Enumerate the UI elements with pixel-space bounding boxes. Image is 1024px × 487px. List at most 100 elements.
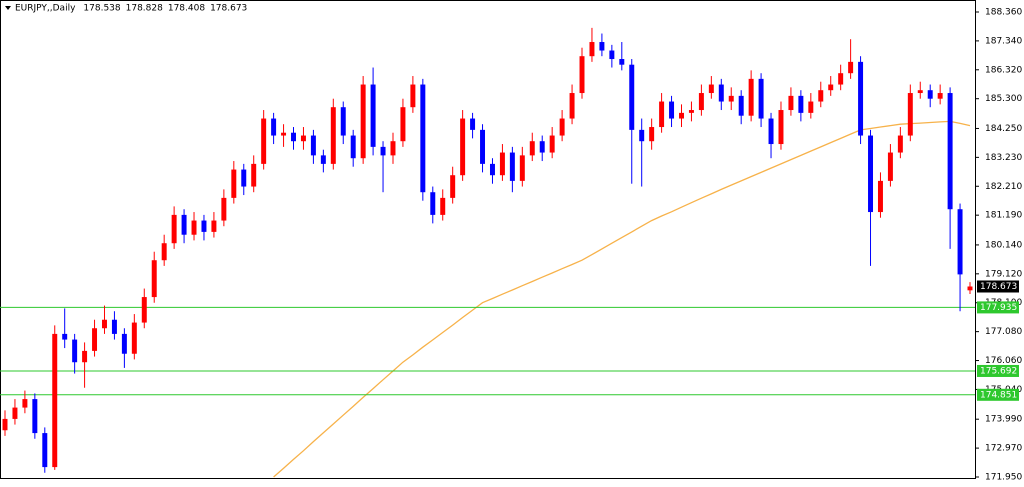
- plot-frame: [0, 0, 976, 479]
- level-label-bg: [977, 388, 1019, 401]
- y-tick-label: 182.210: [985, 182, 1022, 192]
- candle-body: [201, 220, 207, 232]
- candle-body: [868, 135, 874, 213]
- candle-body: [340, 107, 346, 136]
- y-tick-label: 188.360: [985, 7, 1022, 17]
- candle-body: [738, 95, 744, 116]
- candle-body: [669, 101, 675, 119]
- header: EURJPY,,Daily: [5, 4, 76, 14]
- candle-body: [848, 61, 854, 74]
- candle-body: [400, 107, 406, 142]
- candle-body: [440, 197, 446, 215]
- candle-body: [101, 319, 107, 329]
- candle-body: [549, 135, 555, 153]
- candle-body: [818, 90, 824, 102]
- y-tick-label: 184.250: [985, 124, 1022, 134]
- y-tick-label: 177.080: [985, 327, 1022, 337]
- candle-body: [639, 129, 645, 142]
- price-label: 178.673: [980, 282, 1017, 292]
- candle-body: [221, 197, 227, 221]
- candle-body: [688, 110, 694, 113]
- candle-body: [470, 118, 476, 130]
- candle-body: [191, 220, 197, 235]
- candle-body: [181, 214, 187, 235]
- candle-body: [609, 50, 615, 60]
- candle-body: [430, 192, 436, 215]
- candle-body: [92, 328, 98, 351]
- candle-body: [320, 155, 326, 164]
- candle-body: [370, 84, 376, 147]
- candle-body: [480, 129, 486, 164]
- candle-body: [241, 169, 247, 187]
- y-tick-label: 183.230: [985, 153, 1022, 163]
- candle-body: [758, 78, 764, 119]
- candle-body: [679, 112, 684, 119]
- y-tick-label: 187.340: [985, 36, 1022, 46]
- candle-body: [927, 90, 933, 99]
- candle-body: [489, 163, 495, 176]
- candle-body: [460, 118, 466, 176]
- candle-body: [798, 95, 804, 113]
- candle-body: [410, 84, 416, 108]
- candle-body: [529, 141, 535, 156]
- candle-body: [907, 93, 913, 136]
- candle-body: [151, 260, 157, 298]
- candle-body: [838, 73, 844, 85]
- candle-body: [72, 339, 78, 363]
- candle-body: [42, 433, 48, 468]
- candle-body: [450, 175, 456, 198]
- candle-body: [937, 93, 943, 99]
- candle-body: [82, 350, 88, 363]
- candle-body: [768, 118, 774, 145]
- y-tick-label: 172.970: [985, 444, 1022, 454]
- candle-body: [111, 319, 117, 334]
- candle-body: [778, 110, 784, 145]
- candle-body: [121, 333, 127, 354]
- y-tick-label: 173.990: [985, 415, 1022, 425]
- candle-body: [251, 163, 257, 187]
- candle-body: [559, 118, 565, 136]
- header-value: 178.828: [126, 4, 163, 14]
- y-tick-label: 185.300: [985, 94, 1022, 104]
- candle-body: [141, 297, 147, 323]
- candle-body: [211, 220, 217, 232]
- candle-body: [360, 84, 366, 159]
- candle-body: [52, 333, 58, 468]
- y-tick-label: 171.950: [985, 473, 1022, 483]
- candle-body: [32, 399, 38, 434]
- candle-body: [649, 127, 655, 142]
- candle-body: [62, 333, 68, 340]
- candle-body: [718, 84, 724, 102]
- moving-average: [273, 120, 971, 478]
- y-tick-label: 186.320: [985, 65, 1022, 75]
- candle-body: [877, 180, 883, 213]
- candle-body: [539, 141, 545, 153]
- level-label-bg: [977, 301, 1019, 314]
- candle-body: [420, 84, 426, 193]
- candle-body: [350, 135, 356, 159]
- candle-body: [330, 107, 336, 164]
- candle-body: [887, 152, 893, 181]
- candle-body: [171, 214, 177, 244]
- level-label: 177.935: [980, 303, 1017, 313]
- header-value: 178.408: [168, 4, 205, 14]
- candle-body: [161, 243, 167, 261]
- candle-body: [629, 64, 635, 130]
- candle-body: [967, 286, 973, 291]
- candle-body: [12, 407, 18, 419]
- candle-body: [897, 135, 903, 153]
- candle-body: [22, 399, 28, 408]
- price-label-bg: [977, 280, 1019, 293]
- candle-body: [828, 84, 834, 91]
- candle-body: [748, 78, 754, 116]
- candle-body: [131, 322, 137, 354]
- candle-body: [698, 93, 704, 111]
- candle-body: [917, 90, 923, 94]
- level-label-bg: [977, 364, 1019, 377]
- y-tick-label: 179.120: [985, 269, 1022, 279]
- candle-body: [300, 135, 306, 142]
- candle-body: [291, 132, 296, 142]
- candle-body: [599, 42, 605, 51]
- candle-body: [858, 61, 864, 136]
